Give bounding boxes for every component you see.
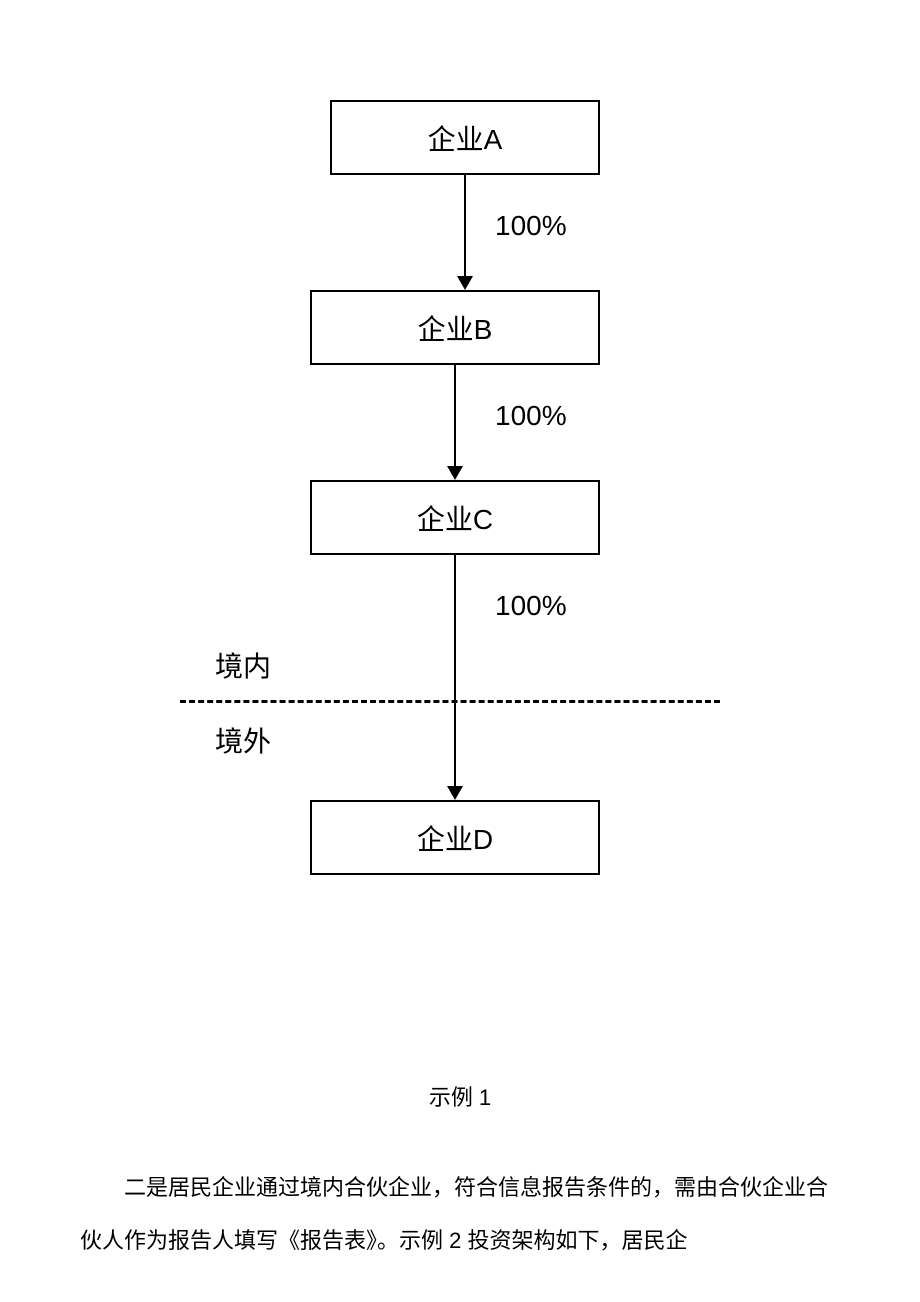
node-d: 企业D: [310, 800, 600, 875]
edge-c-d-label: 100%: [495, 590, 567, 622]
node-a: 企业A: [330, 100, 600, 175]
divider-label-below: 境外: [215, 720, 271, 760]
node-a-label: 企业A: [428, 118, 503, 158]
edge-a-b-label: 100%: [495, 210, 567, 242]
node-b-label: 企业B: [418, 308, 493, 348]
edge-b-c-line: [454, 365, 456, 466]
edge-a-b-arrow: [457, 276, 473, 290]
edge-c-d-arrow: [447, 786, 463, 800]
border-divider: [180, 700, 720, 703]
node-c: 企业C: [310, 480, 600, 555]
edge-a-b-line: [464, 175, 466, 276]
ownership-diagram: 企业A 企业B 企业C 企业D 100% 100% 100% 境内 境外: [0, 0, 920, 950]
figure-caption: 示例 1: [0, 1080, 920, 1112]
node-c-label: 企业C: [417, 498, 493, 538]
edge-b-c-label: 100%: [495, 400, 567, 432]
divider-label-above: 境内: [215, 645, 271, 685]
edge-b-c-arrow: [447, 466, 463, 480]
body-paragraph: 二是居民企业通过境内合伙企业，符合信息报告条件的，需由合伙企业合伙人作为报告人填…: [80, 1162, 840, 1268]
node-d-label: 企业D: [417, 818, 493, 858]
node-b: 企业B: [310, 290, 600, 365]
edge-c-d-line: [454, 555, 456, 786]
